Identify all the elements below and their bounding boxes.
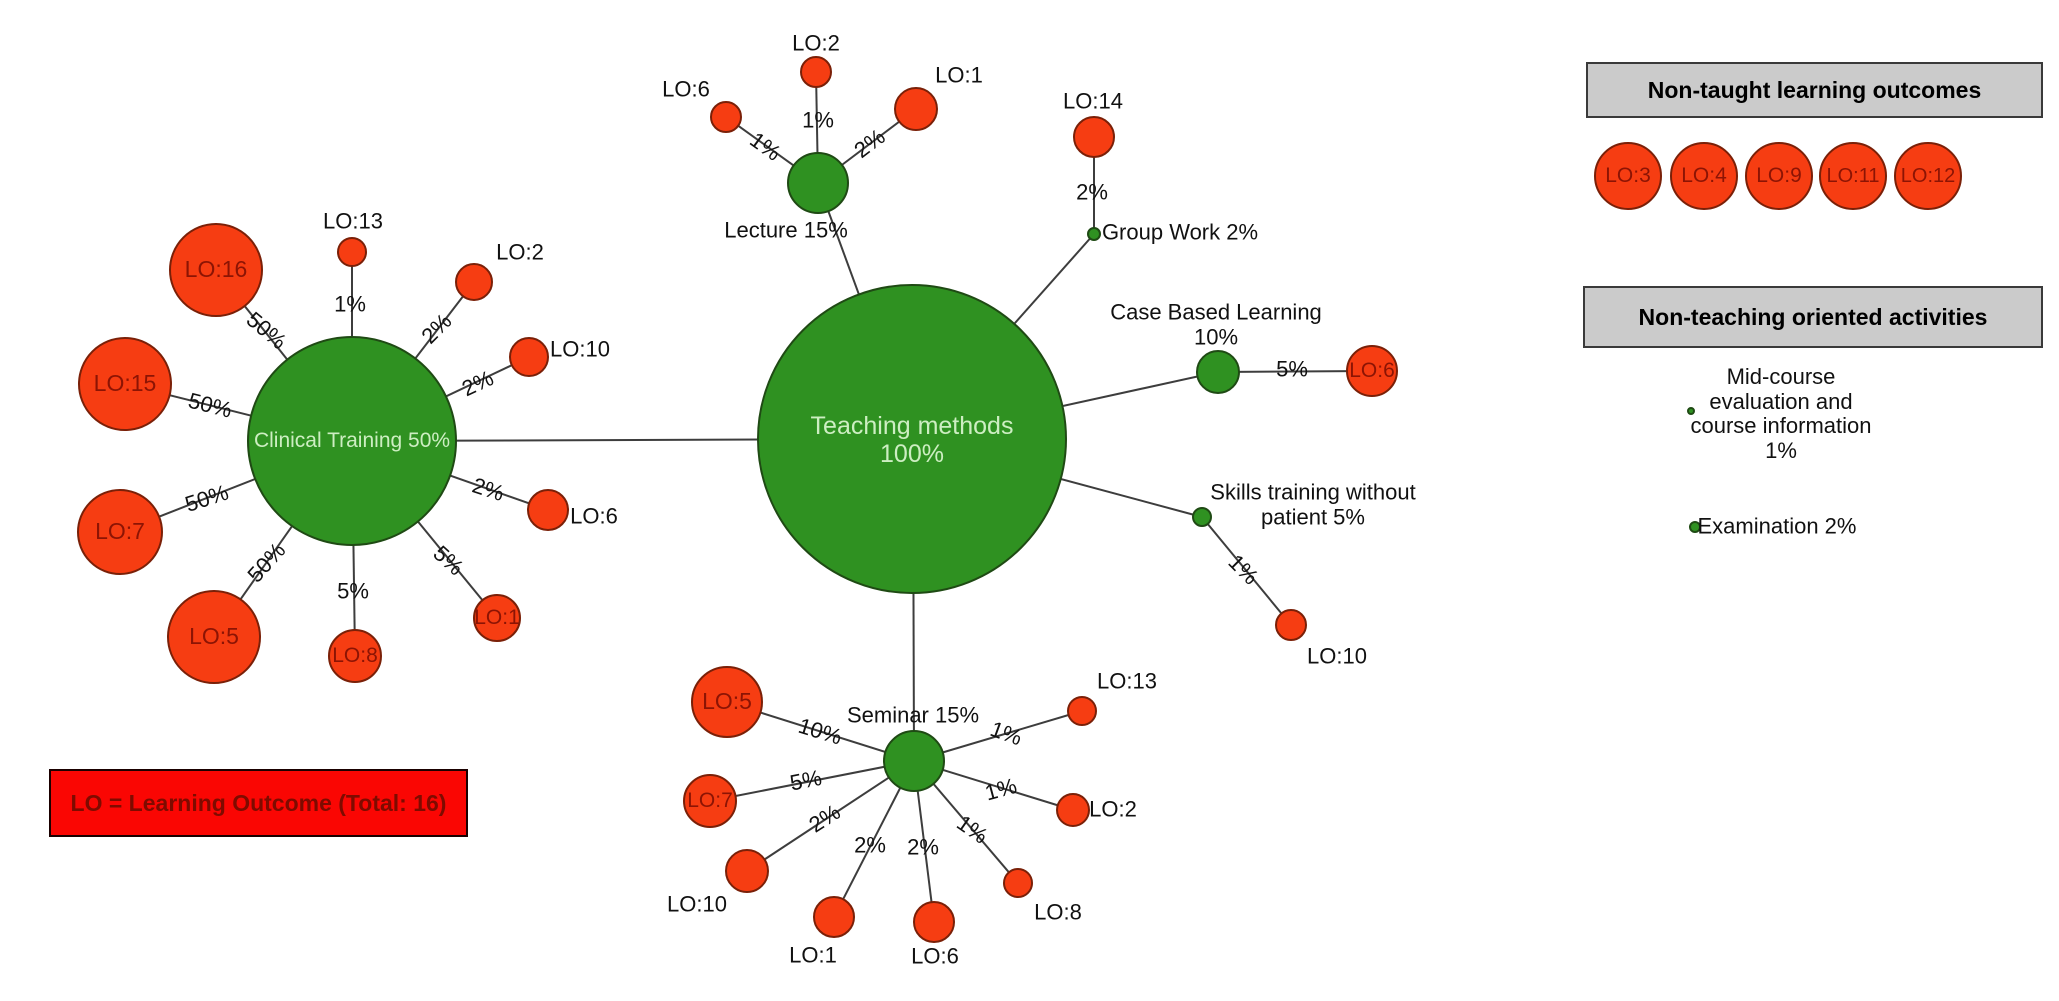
pct-lecture-lo2: 1%: [802, 107, 834, 133]
seminar-lo2-label: LO:2: [1089, 796, 1137, 822]
group-lo14-label: LO:14: [1063, 88, 1123, 114]
legend-lo9-circle: [1745, 142, 1813, 210]
legend-lo3-circle: [1594, 142, 1662, 210]
legend-exam-dot: [1689, 521, 1701, 533]
legend-lo12-label: LO:12: [1900, 164, 1956, 187]
legend-midcourse-dot: [1687, 407, 1695, 415]
clinical-lo2-label: LO:2: [496, 239, 544, 265]
edge-seminar-lo7: [709, 760, 915, 802]
clinical-lo6-circle: [527, 489, 569, 531]
legend-lo4-label: LO:4: [1681, 164, 1727, 188]
legend-non-taught-title: Non-taught learning outcomes: [1647, 76, 1982, 103]
seminar-lo10-circle: [725, 849, 769, 893]
case-based-circle: [1196, 350, 1240, 394]
clinical-lo15-label: LO:15: [93, 370, 157, 397]
clinical-lo6-label: LO:6: [570, 503, 618, 529]
legend-lo9-label: LO:9: [1756, 164, 1802, 188]
group-work-label: Group Work 2%: [1101, 219, 1259, 245]
skills-label: Skills training without patient 5%: [1210, 479, 1416, 529]
legend-midcourse-label: Mid-course evaluation and course informa…: [1690, 363, 1872, 463]
case-based-lo6-circle: [1346, 345, 1398, 397]
seminar-lo5-circle: [691, 666, 763, 738]
clinical-lo10-circle: [509, 337, 549, 377]
seminar-circle: [883, 730, 945, 792]
case-based-lo6-label: LO:6: [1349, 359, 1395, 383]
clinical-lo16-label: LO:16: [184, 256, 248, 283]
seminar-lo10-label: LO:10: [667, 891, 727, 917]
pct-group-lo14: 2%: [1076, 179, 1108, 205]
skills-lo10-circle: [1275, 609, 1307, 641]
pct-casebased-lo6: 5%: [1276, 356, 1308, 382]
skills-lo10-label: LO:10: [1307, 643, 1367, 669]
skills-circle: [1192, 507, 1212, 527]
pct-clinical-lo13: 1%: [334, 291, 366, 317]
seminar-lo13-circle: [1067, 696, 1097, 726]
group-lo14-circle: [1073, 116, 1115, 158]
seminar-lo2-circle: [1056, 793, 1090, 827]
seminar-lo13-label: LO:13: [1097, 668, 1157, 694]
legend-lo12-circle: [1894, 142, 1962, 210]
seminar-lo8-label: LO:8: [1034, 899, 1082, 925]
edge-skills-lo10: [1201, 516, 1292, 626]
clinical-lo15-circle: [78, 337, 172, 431]
case-based-label: Case Based Learning 10%: [1110, 299, 1322, 349]
clinical-lo1-label: LO:1: [474, 606, 520, 630]
clinical-lo13-label: LO:13: [323, 208, 383, 234]
clinical-training-label: Clinical Training 50%: [253, 429, 451, 453]
pct-seminar-lo6: 2%: [907, 834, 939, 860]
lecture-lo2-circle: [800, 56, 832, 88]
lecture-circle: [787, 152, 849, 214]
clinical-lo16-circle: [169, 223, 263, 317]
lecture-lo6-circle: [710, 101, 742, 133]
legend-lo3-label: LO:3: [1605, 164, 1651, 188]
seminar-lo6-circle: [913, 901, 955, 943]
clinical-lo7-circle: [77, 489, 163, 575]
legend-lo11-circle: [1819, 142, 1887, 210]
legend-lo4-circle: [1670, 142, 1738, 210]
clinical-lo7-label: LO:7: [95, 518, 145, 545]
legend-non-teaching-title: Non-teaching oriented activities: [1638, 303, 1988, 330]
lecture-lo1-label: LO:1: [935, 62, 983, 88]
clinical-lo2-circle: [455, 263, 493, 301]
seminar-lo5-label: LO:5: [702, 688, 752, 715]
group-work-dot: [1087, 227, 1101, 241]
legend-exam-label: Examination 2%: [1697, 513, 1857, 539]
clinical-lo10-label: LO:10: [550, 336, 610, 362]
seminar-lo8-circle: [1003, 868, 1033, 898]
clinical-lo8-label: LO:8: [332, 644, 378, 668]
seminar-lo6-label: LO:6: [911, 943, 959, 969]
teaching-methods-circle: [757, 284, 1067, 594]
seminar-lo1-circle: [813, 896, 855, 938]
clinical-lo5-circle: [167, 590, 261, 684]
clinical-lo13-circle: [337, 237, 367, 267]
seminar-label: Seminar 15%: [846, 702, 980, 728]
pct-clinical-lo8: 5%: [337, 578, 369, 604]
lo-note-box: LO = Learning Outcome (Total: 16): [49, 769, 468, 837]
seminar-lo1-label: LO:1: [789, 942, 837, 968]
legend-non-taught-box: Non-taught learning outcomes: [1586, 62, 2043, 118]
lecture-lo6-label: LO:6: [662, 76, 710, 102]
lecture-lo1-circle: [894, 87, 938, 131]
lo-note-text: LO = Learning Outcome (Total: 16): [70, 789, 447, 816]
seminar-lo7-circle: [683, 774, 737, 828]
pct-seminar-lo1: 2%: [854, 832, 886, 858]
legend-non-teaching-box: Non-teaching oriented activities: [1583, 286, 2043, 348]
legend-lo11-label: LO:11: [1826, 164, 1880, 187]
seminar-lo7-label: LO:7: [687, 789, 733, 813]
clinical-training-circle: [247, 336, 457, 546]
clinical-lo1-circle: [473, 594, 521, 642]
clinical-lo5-label: LO:5: [189, 623, 239, 650]
teaching-methods-label: Teaching methods 100%: [810, 412, 1014, 468]
lecture-label: Lecture 15%: [724, 217, 848, 243]
edge-seminar-lo10: [746, 760, 915, 872]
lecture-lo2-label: LO:2: [792, 30, 840, 56]
clinical-lo8-circle: [328, 629, 382, 683]
